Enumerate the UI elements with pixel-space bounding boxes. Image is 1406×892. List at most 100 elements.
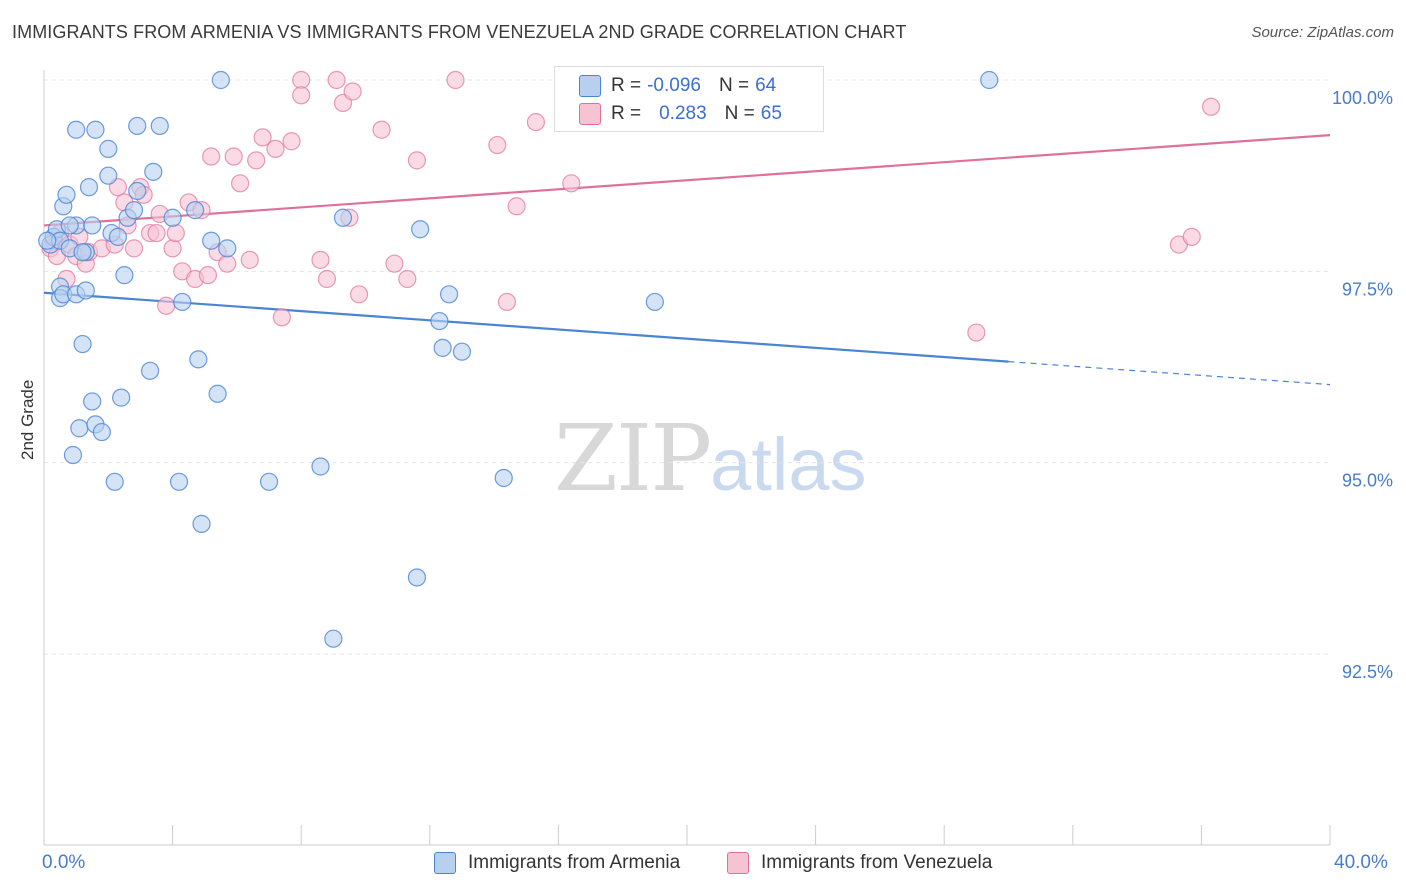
r-label: R = [611,103,642,124]
venezuela-point [967,323,986,342]
armenia-point [76,281,95,300]
chart-title: IMMIGRANTS FROM ARMENIA VS IMMIGRANTS FR… [12,22,907,42]
armenia-point [163,208,182,227]
armenia-point [38,231,57,250]
venezuela-point [562,174,581,193]
venezuela-point [497,292,517,312]
venezuela-point [317,269,337,289]
armenia-point [439,285,459,304]
venezuela-point [526,112,545,132]
venezuela-point [446,70,465,90]
venezuela-point [343,82,362,101]
venezuela-point [157,296,176,315]
venezuela-point [231,174,250,193]
armenia-point [128,181,147,201]
venezuela-point [282,132,301,151]
armenia-point [99,166,118,185]
venezuela-point [166,223,185,243]
armenia-point [67,120,86,139]
armenia-trend-extension [1008,361,1331,386]
venezuela-point [198,266,218,285]
armenia-point [980,70,999,90]
armenia-point [333,208,353,227]
armenia-point [169,472,189,491]
venezuela-trend-line [43,134,1331,227]
armenia-point [150,116,169,136]
venezuela-point [385,254,404,273]
armenia-point [108,227,128,246]
venezuela-point [202,147,221,166]
armenia-point [189,350,208,369]
armenia-point [79,178,99,197]
armenia-point [57,185,76,204]
y-tick-label: 97.5% [1342,279,1393,299]
legend-row-venezuela: R = 0.283 N = 65 [579,101,782,127]
armenia-point [144,162,163,181]
armenia-point [83,216,102,235]
armenia-point [73,243,92,262]
venezuela-point [218,254,237,273]
armenia-point [173,292,192,312]
x-tick-max: 40.0% [1334,852,1388,873]
armenia-point [186,201,205,220]
armenia-swatch [579,75,601,97]
venezuela-point [311,250,330,269]
armenia-legend-label: Immigrants from Armenia [468,852,681,873]
y-tick-labels: 92.5% 95.0% 97.5% 100.0% [1332,88,1393,682]
armenia-point [645,292,664,312]
venezuela-point [398,269,417,289]
watermark: ZIPatlas [554,405,866,512]
venezuela-point [292,86,311,105]
n-label: N = [724,103,755,124]
venezuela-point [488,135,507,155]
armenia-point [140,361,160,380]
armenia-point [73,334,92,354]
venezuela-n-value: 65 [760,103,782,124]
armenia-point [407,568,427,587]
armenia-point [112,388,131,407]
watermark-zip: ZIP [554,405,712,512]
y-tick-label: 95.0% [1342,471,1393,491]
armenia-point [259,472,279,491]
venezuela-point [247,151,266,170]
armenia-point [105,472,124,491]
watermark-atlas: atlas [710,423,867,506]
gridlines [44,79,1330,655]
armenia-point [211,70,230,90]
armenia-point [83,392,102,411]
armenia-legend-swatch [434,852,456,874]
legend-item-venezuela: Immigrants from Venezuela [727,852,992,874]
armenia-point [63,445,83,465]
venezuela-point [240,250,259,269]
armenia-trend-line [43,291,1009,363]
source-label: Source: ZipAtlas.com [1251,24,1394,41]
armenia-point [208,384,227,403]
venezuela-point [272,308,292,327]
armenia-r-value: -0.096 [647,75,701,96]
armenia-point [115,266,134,285]
y-tick-label: 100.0% [1332,88,1393,108]
r-label: R = [611,75,642,96]
armenia-point [411,220,430,239]
armenia-points [38,70,999,648]
armenia-point [202,231,221,250]
armenia-point [311,457,330,476]
armenia-point [433,338,452,357]
venezuela-point [224,147,243,166]
venezuela-swatch [579,103,601,125]
armenia-point [92,422,111,442]
armenia-point [218,239,237,258]
legend-row-armenia: R = -0.096 N = 64 [579,73,776,99]
trend-lines [43,134,1331,386]
stats-legend: R = -0.096 N = 64 R = 0.283 N = 65 [554,66,824,132]
venezuela-r-value: 0.283 [659,103,707,124]
venezuela-point [349,285,369,304]
venezuela-legend-label: Immigrants from Venezuela [761,852,993,873]
venezuela-point [292,70,311,90]
armenia-point [70,419,89,438]
armenia-point [60,216,79,235]
armenia-point [430,311,449,331]
venezuela-point [147,223,166,243]
armenia-point [452,342,472,361]
